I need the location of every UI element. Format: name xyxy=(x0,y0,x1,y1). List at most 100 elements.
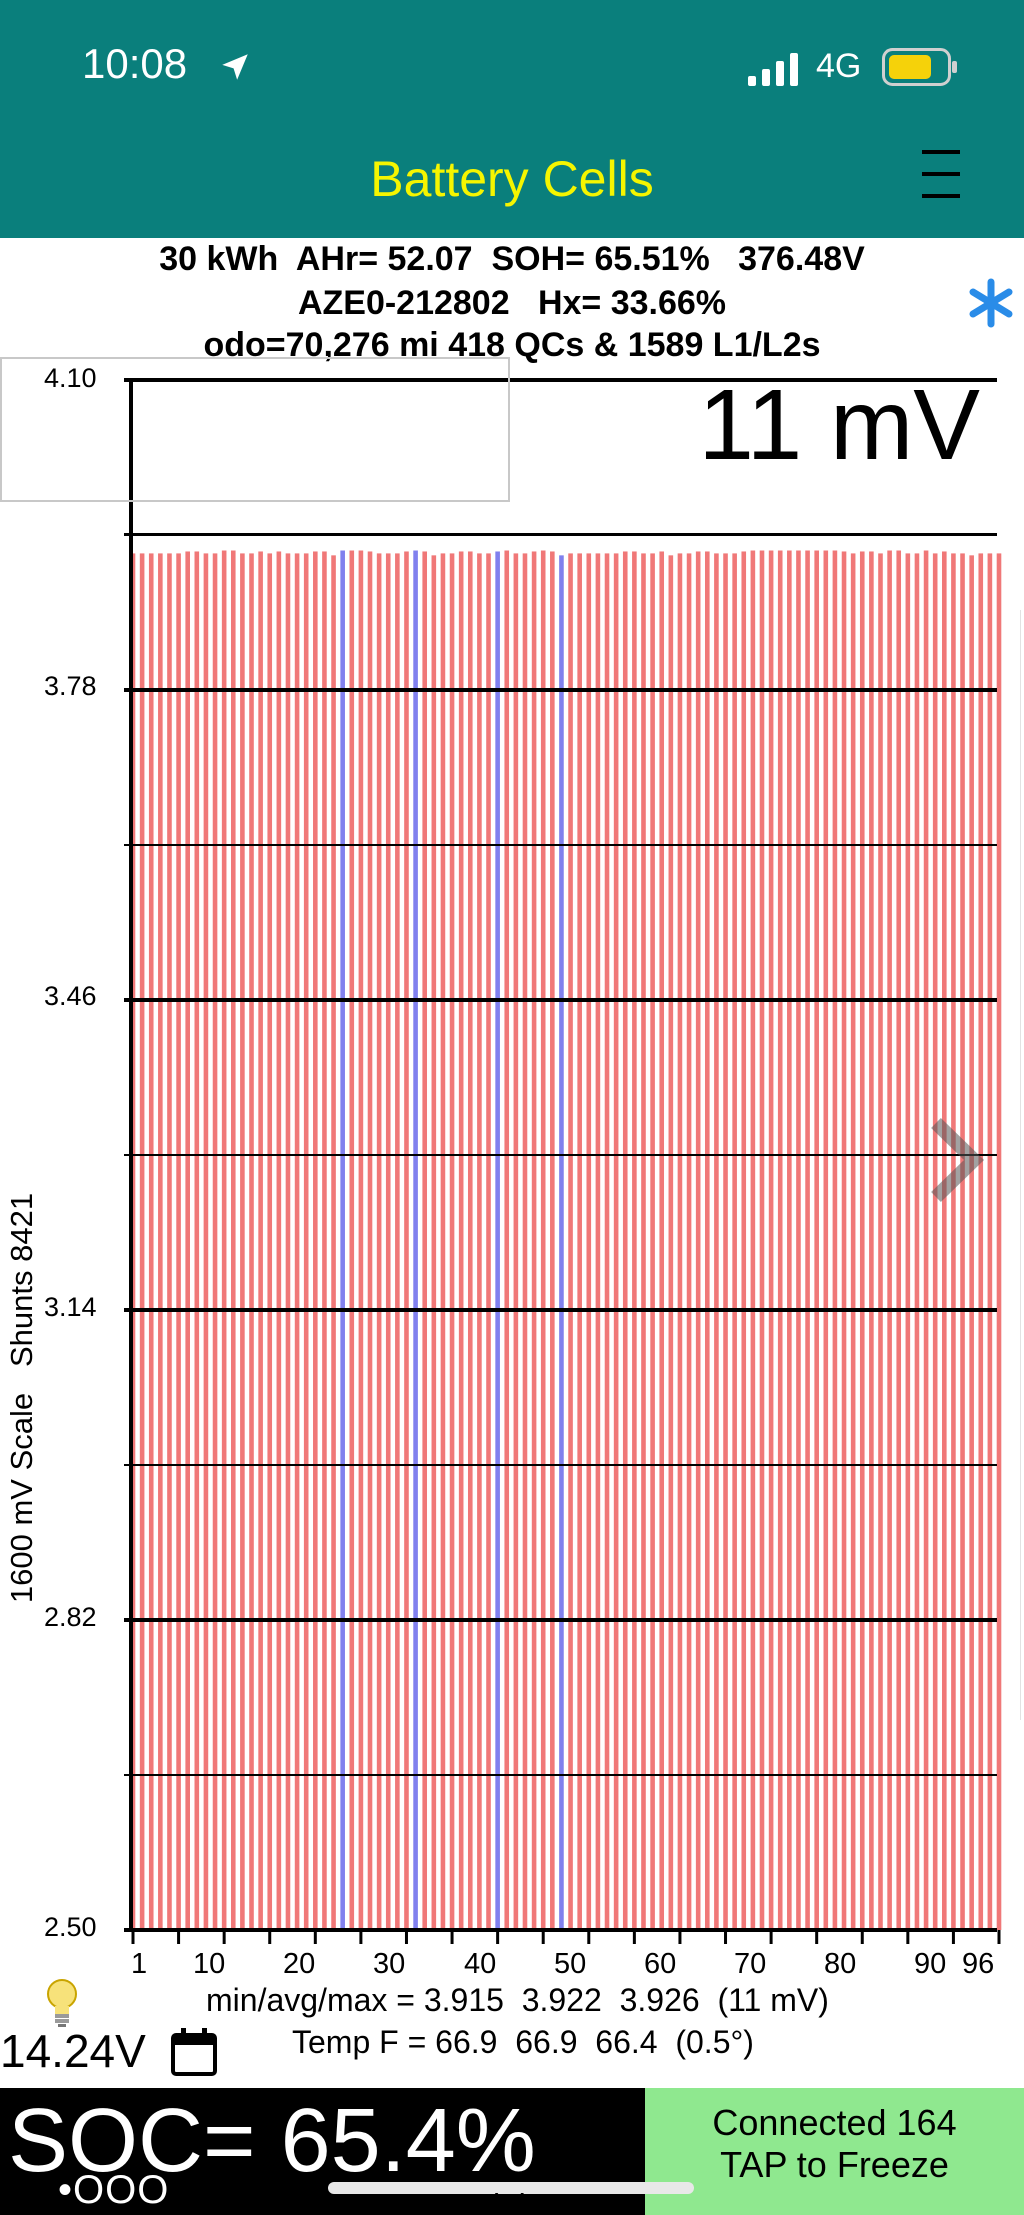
cell-bar xyxy=(258,551,263,1930)
status-time: 10:08 xyxy=(82,40,188,87)
cell-bar xyxy=(814,550,819,1930)
cell-bar xyxy=(568,553,573,1930)
cell-bar xyxy=(221,550,227,1930)
cell-bar xyxy=(395,553,400,1930)
x-tick-label: 40 xyxy=(464,1948,497,1980)
cell-bar xyxy=(477,553,482,1930)
shunted-cell-bar xyxy=(559,555,564,1930)
cell-bar xyxy=(303,553,309,1930)
cell-bar xyxy=(832,550,838,1930)
y-tick-label: 3.46 xyxy=(44,981,97,1011)
cell-bar xyxy=(878,553,883,1930)
cell-bar xyxy=(750,550,756,1930)
cell-bar xyxy=(422,551,428,1930)
cell-bar xyxy=(176,553,181,1930)
cell-bar xyxy=(158,553,163,1930)
cell-bar xyxy=(595,553,601,1930)
cell-bar xyxy=(267,553,273,1930)
cell-bar xyxy=(914,553,920,1930)
cell-bar xyxy=(458,551,464,1930)
cell-bar xyxy=(686,553,692,1930)
x-tick-label: 90 xyxy=(914,1948,947,1980)
cell-bar xyxy=(449,553,455,1930)
cell-bar xyxy=(996,553,1002,1930)
cell-bar xyxy=(404,551,409,1930)
shunted-cell-bar xyxy=(340,550,345,1930)
cell-bar xyxy=(942,551,947,1930)
cell-bar xyxy=(704,551,710,1930)
cell-bar xyxy=(960,553,965,1930)
calendar-icon[interactable] xyxy=(170,2027,218,2077)
legend-box xyxy=(0,357,510,502)
cell-bar xyxy=(577,553,582,1930)
cell-bar xyxy=(294,553,300,1930)
cell-bar xyxy=(613,553,619,1930)
cell-bar xyxy=(540,550,546,1930)
connection-status: Connected 164 xyxy=(712,2102,957,2143)
cell-bar xyxy=(841,551,847,1930)
cell-bar xyxy=(732,553,737,1930)
chevron-right-icon[interactable] xyxy=(926,1115,986,1205)
cell-bar xyxy=(249,553,254,1930)
lightbulb-icon[interactable] xyxy=(44,1978,80,2028)
soc-readout: SOC= 65.4% xyxy=(8,2091,536,2191)
cell-bar xyxy=(622,551,628,1930)
network-type: 4G xyxy=(816,47,862,85)
x-tick-label: 10 xyxy=(193,1948,226,1980)
cell-bar xyxy=(276,551,282,1930)
cell-bar xyxy=(167,553,172,1930)
cell-bar xyxy=(714,553,719,1930)
asterisk-icon[interactable] xyxy=(966,278,1016,328)
cell-bar xyxy=(951,553,956,1930)
page-edge-indicator[interactable] xyxy=(1020,610,1024,1720)
cell-bar xyxy=(650,553,655,1930)
page-title: Battery Cells xyxy=(370,151,654,207)
cell-bar xyxy=(768,550,774,1930)
cell-bar xyxy=(349,550,355,1930)
cell-bar xyxy=(632,551,637,1930)
cell-bar xyxy=(331,555,336,1930)
cell-bar xyxy=(905,553,911,1930)
cell-bar xyxy=(796,550,801,1930)
hamburger-menu-icon[interactable] xyxy=(920,144,962,204)
x-tick-label: 60 xyxy=(644,1948,677,1980)
x-tick-label: 80 xyxy=(824,1948,857,1980)
cell-bar xyxy=(522,553,528,1930)
cell-bar xyxy=(741,551,747,1930)
connection-freeze-button[interactable]: Connected 164 TAP to Freeze xyxy=(645,2088,1024,2215)
cell-bar xyxy=(148,553,154,1930)
cell-bar xyxy=(859,551,865,1930)
cell-bar xyxy=(385,553,391,1930)
x-tick-label: 96 xyxy=(962,1948,995,1980)
cell-bar xyxy=(194,551,200,1930)
home-indicator[interactable] xyxy=(328,2182,694,2194)
cell-bar xyxy=(504,550,510,1930)
y-tick-label: 2.50 xyxy=(44,1912,97,1942)
status-bar: 10:08 4G xyxy=(0,0,1024,130)
y-tick-label: 2.82 xyxy=(44,1602,97,1632)
cell-bar xyxy=(550,551,555,1930)
shunted-cell-bar xyxy=(413,550,418,1930)
cell-bar xyxy=(823,550,829,1930)
y-tick-label: 4.10 xyxy=(44,363,97,393)
cell-bar xyxy=(987,553,993,1930)
cell-bar xyxy=(659,551,665,1930)
cell-bar xyxy=(322,551,327,1930)
cell-bar xyxy=(531,551,537,1930)
cell-delta-label: 11 mV xyxy=(698,369,980,481)
summary-line-2: AZE0-212802 Hx= 33.66% xyxy=(297,284,727,322)
cell-bar xyxy=(440,553,446,1930)
x-tick-label: 30 xyxy=(373,1948,406,1980)
cell-bar xyxy=(978,553,984,1930)
cell-bar xyxy=(285,553,291,1930)
cell-bar xyxy=(513,553,519,1930)
page-dots[interactable]: •OOO xyxy=(58,2168,170,2212)
cell-bar xyxy=(431,555,437,1930)
cell-bar xyxy=(805,550,810,1930)
cell-bar xyxy=(467,551,473,1930)
aux-battery-voltage: 14.24V xyxy=(0,2025,146,2077)
cell-bar xyxy=(586,553,592,1930)
cell-bar xyxy=(932,553,938,1930)
cell-bar xyxy=(923,550,929,1930)
app-version: v2.0.0(10) en xyxy=(436,2191,557,2213)
